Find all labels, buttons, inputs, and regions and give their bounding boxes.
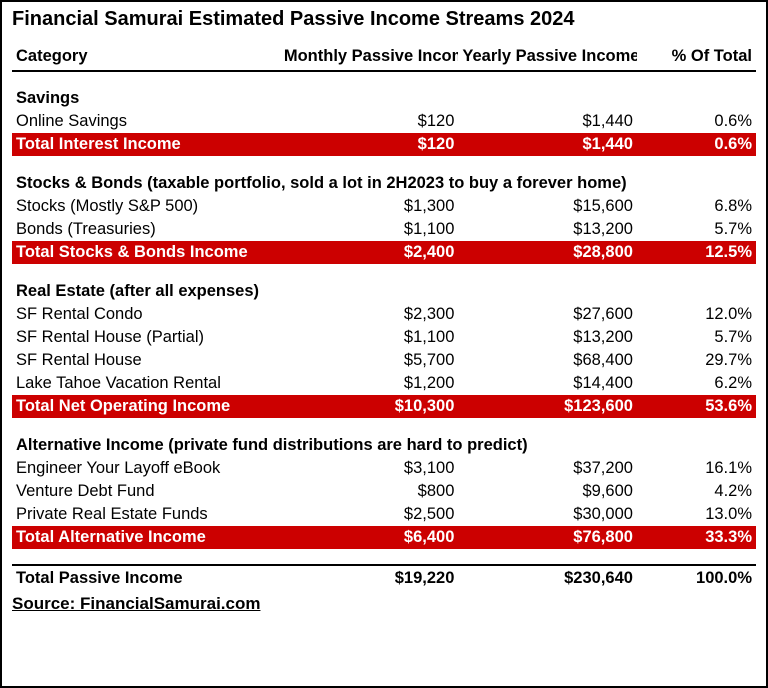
subtotal-yearly: $1,440 <box>458 133 637 156</box>
table-row: Bonds (Treasuries)$1,100$13,2005.7% <box>12 218 756 241</box>
subtotal-label: Total Interest Income <box>12 133 280 156</box>
grand-total-yearly: $230,640 <box>458 565 637 590</box>
subtotal-pct: 33.3% <box>637 526 756 549</box>
row-yearly: $14,400 <box>458 372 637 395</box>
section-heading: Stocks & Bonds (taxable portfolio, sold … <box>12 172 756 195</box>
row-monthly: $2,300 <box>280 303 459 326</box>
row-monthly: $5,700 <box>280 349 459 372</box>
spacer-row <box>12 418 756 434</box>
subtotal-label: Total Alternative Income <box>12 526 280 549</box>
grand-total-label: Total Passive Income <box>12 565 280 590</box>
section-heading: Alternative Income (private fund distrib… <box>12 434 756 457</box>
row-label: SF Rental House (Partial) <box>12 326 280 349</box>
row-pct: 0.6% <box>637 110 756 133</box>
row-yearly: $9,600 <box>458 480 637 503</box>
spacer-row <box>12 264 756 280</box>
subtotal-yearly: $76,800 <box>458 526 637 549</box>
subtotal-row: Total Alternative Income$6,400$76,80033.… <box>12 526 756 549</box>
table-row: SF Rental House (Partial)$1,100$13,2005.… <box>12 326 756 349</box>
source-line: Source: FinancialSamurai.com <box>12 594 756 614</box>
col-yearly: Yearly Passive Income <box>458 45 637 71</box>
row-pct: 6.2% <box>637 372 756 395</box>
row-label: Engineer Your Layoff eBook <box>12 457 280 480</box>
row-pct: 12.0% <box>637 303 756 326</box>
row-label: Venture Debt Fund <box>12 480 280 503</box>
subtotal-row: Total Net Operating Income$10,300$123,60… <box>12 395 756 418</box>
grand-total-row: Total Passive Income$19,220$230,640100.0… <box>12 565 756 590</box>
table-row: Online Savings$120$1,4400.6% <box>12 110 756 133</box>
row-monthly: $3,100 <box>280 457 459 480</box>
row-pct: 5.7% <box>637 326 756 349</box>
table-row: SF Rental House$5,700$68,40029.7% <box>12 349 756 372</box>
section-heading: Real Estate (after all expenses) <box>12 280 756 303</box>
row-monthly: $120 <box>280 110 459 133</box>
row-yearly: $1,440 <box>458 110 637 133</box>
row-pct: 16.1% <box>637 457 756 480</box>
row-monthly: $1,200 <box>280 372 459 395</box>
row-yearly: $15,600 <box>458 195 637 218</box>
row-pct: 4.2% <box>637 480 756 503</box>
row-label: Lake Tahoe Vacation Rental <box>12 372 280 395</box>
row-label: SF Rental Condo <box>12 303 280 326</box>
row-pct: 5.7% <box>637 218 756 241</box>
row-pct: 6.8% <box>637 195 756 218</box>
row-monthly: $1,100 <box>280 326 459 349</box>
subtotal-yearly: $123,600 <box>458 395 637 418</box>
table-row: Stocks (Mostly S&P 500)$1,300$15,6006.8% <box>12 195 756 218</box>
income-table: Category Monthly Passive Income Yearly P… <box>12 45 756 590</box>
col-category: Category <box>12 45 280 71</box>
row-label: Online Savings <box>12 110 280 133</box>
section-heading: Savings <box>12 87 756 110</box>
row-yearly: $27,600 <box>458 303 637 326</box>
grand-total-monthly: $19,220 <box>280 565 459 590</box>
subtotal-yearly: $28,800 <box>458 241 637 264</box>
table-row: SF Rental Condo$2,300$27,60012.0% <box>12 303 756 326</box>
table-row: Venture Debt Fund$800$9,6004.2% <box>12 480 756 503</box>
table-row: Private Real Estate Funds$2,500$30,00013… <box>12 503 756 526</box>
row-monthly: $800 <box>280 480 459 503</box>
subtotal-pct: 53.6% <box>637 395 756 418</box>
section-heading-label: Savings <box>12 87 756 110</box>
page-title: Financial Samurai Estimated Passive Inco… <box>12 8 756 31</box>
row-yearly: $13,200 <box>458 218 637 241</box>
subtotal-monthly: $10,300 <box>280 395 459 418</box>
row-yearly: $68,400 <box>458 349 637 372</box>
subtotal-row: Total Interest Income$120$1,4400.6% <box>12 133 756 156</box>
row-monthly: $1,100 <box>280 218 459 241</box>
subtotal-pct: 0.6% <box>637 133 756 156</box>
col-pct: % Of Total <box>637 45 756 71</box>
row-label: SF Rental House <box>12 349 280 372</box>
section-heading-label: Stocks & Bonds (taxable portfolio, sold … <box>12 172 756 195</box>
row-monthly: $1,300 <box>280 195 459 218</box>
subtotal-label: Total Net Operating Income <box>12 395 280 418</box>
subtotal-row: Total Stocks & Bonds Income$2,400$28,800… <box>12 241 756 264</box>
spacer-row <box>12 71 756 87</box>
subtotal-monthly: $120 <box>280 133 459 156</box>
spacer-row <box>12 156 756 172</box>
subtotal-label: Total Stocks & Bonds Income <box>12 241 280 264</box>
subtotal-pct: 12.5% <box>637 241 756 264</box>
table-frame: Financial Samurai Estimated Passive Inco… <box>0 0 768 688</box>
subtotal-monthly: $6,400 <box>280 526 459 549</box>
table-row: Lake Tahoe Vacation Rental$1,200$14,4006… <box>12 372 756 395</box>
row-monthly: $2,500 <box>280 503 459 526</box>
section-heading-label: Alternative Income (private fund distrib… <box>12 434 756 457</box>
row-label: Bonds (Treasuries) <box>12 218 280 241</box>
row-yearly: $30,000 <box>458 503 637 526</box>
spacer-row <box>12 549 756 565</box>
table-header-row: Category Monthly Passive Income Yearly P… <box>12 45 756 71</box>
table-row: Engineer Your Layoff eBook$3,100$37,2001… <box>12 457 756 480</box>
row-label: Private Real Estate Funds <box>12 503 280 526</box>
row-pct: 29.7% <box>637 349 756 372</box>
grand-total-pct: 100.0% <box>637 565 756 590</box>
row-yearly: $37,200 <box>458 457 637 480</box>
col-monthly: Monthly Passive Income <box>280 45 459 71</box>
subtotal-monthly: $2,400 <box>280 241 459 264</box>
section-heading-label: Real Estate (after all expenses) <box>12 280 756 303</box>
row-pct: 13.0% <box>637 503 756 526</box>
row-label: Stocks (Mostly S&P 500) <box>12 195 280 218</box>
row-yearly: $13,200 <box>458 326 637 349</box>
